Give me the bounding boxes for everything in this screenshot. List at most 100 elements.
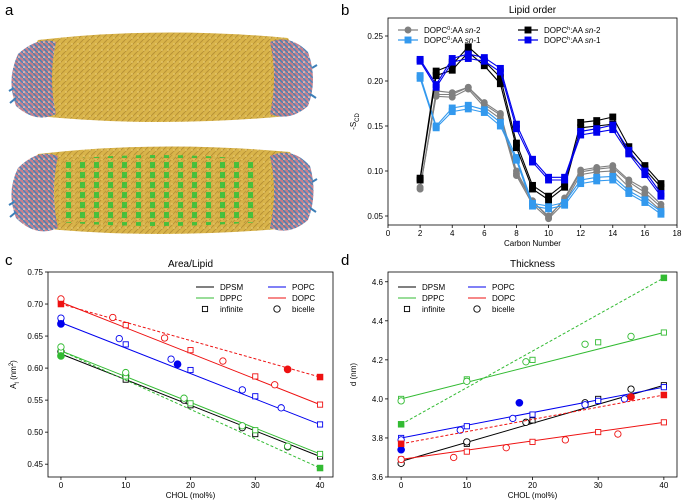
- order-series-line: [419, 46, 662, 197]
- area-bicelle-point: [277, 404, 285, 412]
- thick-legend-marker: [473, 305, 481, 313]
- area-infinite-point: [252, 427, 259, 434]
- area-dashed-fit: [60, 350, 321, 469]
- order-data-point: [593, 173, 601, 181]
- order-xtick-label: 4: [450, 229, 455, 238]
- order-data-point: [432, 81, 440, 89]
- order-data-point: [577, 176, 585, 184]
- order-ytick-label: 0.15: [367, 122, 383, 131]
- area-filled-square: [316, 464, 324, 472]
- order-data-point: [561, 173, 569, 181]
- area-xtick-label: 10: [121, 481, 130, 490]
- thick-filled-square: [397, 440, 405, 448]
- order-series-line: [419, 78, 662, 215]
- order-data-point: [577, 166, 585, 174]
- thick-infinite-point: [595, 339, 602, 346]
- order-ytick-label: 0.20: [367, 77, 383, 86]
- thick-fit-line: [401, 332, 664, 400]
- area-bicelle-point: [109, 313, 117, 322]
- order-data-point: [512, 120, 520, 128]
- order-data-point: [593, 125, 601, 133]
- order-series-line: [419, 86, 662, 217]
- order-data-point: [625, 187, 633, 195]
- area-legend-label: DOPC: [292, 294, 315, 303]
- area-xtick-label: 20: [186, 481, 195, 490]
- order-legend-marker: [524, 36, 532, 44]
- thick-infinite-point: [463, 423, 470, 430]
- thick-filled-circle: [627, 393, 635, 401]
- area-infinite-point: [122, 341, 129, 348]
- order-xtick-label: 14: [608, 229, 617, 238]
- area-filled-circle: [57, 352, 65, 360]
- order-data-point: [448, 89, 456, 97]
- order-title: Lipid order: [509, 5, 557, 16]
- thick-title: Thickness: [510, 259, 555, 270]
- thick-bicelle-point: [581, 340, 589, 348]
- thick-legend-label: DPSM: [422, 283, 445, 292]
- order-xtick-label: 12: [576, 229, 585, 238]
- order-data-point: [657, 190, 665, 197]
- thick-infinite-point: [595, 397, 602, 404]
- order-legend-marker: [404, 26, 412, 34]
- thick-infinite-point: [529, 356, 536, 363]
- area-xtick-label: 30: [251, 481, 260, 490]
- order-data-point: [641, 196, 649, 204]
- area-legend-marker: [273, 305, 281, 313]
- area-bicelle-point: [57, 343, 65, 351]
- order-data-point: [448, 55, 456, 62]
- thick-legend-label: DPPC: [422, 294, 444, 303]
- area-ytick-label: 0.55: [27, 396, 43, 405]
- order-data-point: [464, 101, 472, 109]
- order-data-point: [641, 167, 649, 175]
- bicelle-rendering-cholesterol: [8, 146, 318, 234]
- order-legend-marker: [404, 36, 412, 44]
- thick-infinite-point: [529, 438, 536, 445]
- order-ytick-label: 0.25: [367, 32, 383, 41]
- order-data-point: [657, 208, 665, 215]
- order-data-point: [432, 122, 440, 130]
- order-data-point: [529, 199, 536, 207]
- area-filled-circle: [173, 360, 182, 369]
- area-legend-label: DPSM: [220, 283, 243, 292]
- area-xlabel: CHOL (mol%): [166, 491, 216, 500]
- order-xtick-label: 0: [386, 229, 391, 238]
- thick-bicelle-point: [397, 455, 405, 464]
- thick-legend-label: DOPC: [492, 294, 515, 303]
- thick-bicelle-point: [581, 401, 589, 409]
- thick-bicelle-point: [509, 414, 517, 423]
- area-ytick-label: 0.75: [27, 268, 43, 277]
- thick-bicelle-point: [450, 453, 458, 462]
- order-data-point: [512, 154, 520, 161]
- thick-bicelle-point: [522, 358, 530, 366]
- thick-ytick-label: 4.6: [372, 278, 384, 287]
- panel-letter-c: c: [5, 252, 13, 269]
- area-xtick-label: 0: [59, 481, 64, 490]
- order-data-point: [593, 117, 601, 125]
- order-plot-frame: [387, 17, 678, 226]
- thick-infinite-point: [463, 448, 470, 455]
- thick-bicelle-point: [463, 377, 471, 385]
- order-data-point: [545, 173, 553, 181]
- area-bicelle-point: [167, 355, 175, 363]
- order-data-point: [464, 50, 472, 58]
- order-data-point: [529, 155, 536, 163]
- area-ytick-label: 0.50: [27, 428, 43, 437]
- order-series-line: [419, 86, 662, 219]
- order-data-point: [416, 174, 424, 182]
- area-infinite-point: [252, 393, 259, 400]
- area-filled-circle: [283, 365, 292, 374]
- order-data-point: [657, 200, 665, 208]
- area-legend-label: bicelle: [292, 305, 315, 314]
- order-legend-label: DOPC0:AA sn-1: [424, 36, 481, 45]
- order-xtick-label: 10: [544, 229, 553, 238]
- thick-ytick-label: 3.8: [372, 434, 384, 443]
- order-data-point: [432, 67, 440, 75]
- order-legend-label: DOPCh:AA sn-2: [544, 26, 601, 35]
- area-legend-label: POPC: [292, 283, 315, 292]
- area-infinite-point: [316, 401, 324, 408]
- thick-ytick-label: 3.6: [372, 473, 384, 482]
- area-bicelle-point: [115, 334, 123, 343]
- thick-dashed-fit: [401, 394, 664, 445]
- order-series-line: [419, 88, 662, 220]
- thick-filled-circle: [397, 445, 405, 454]
